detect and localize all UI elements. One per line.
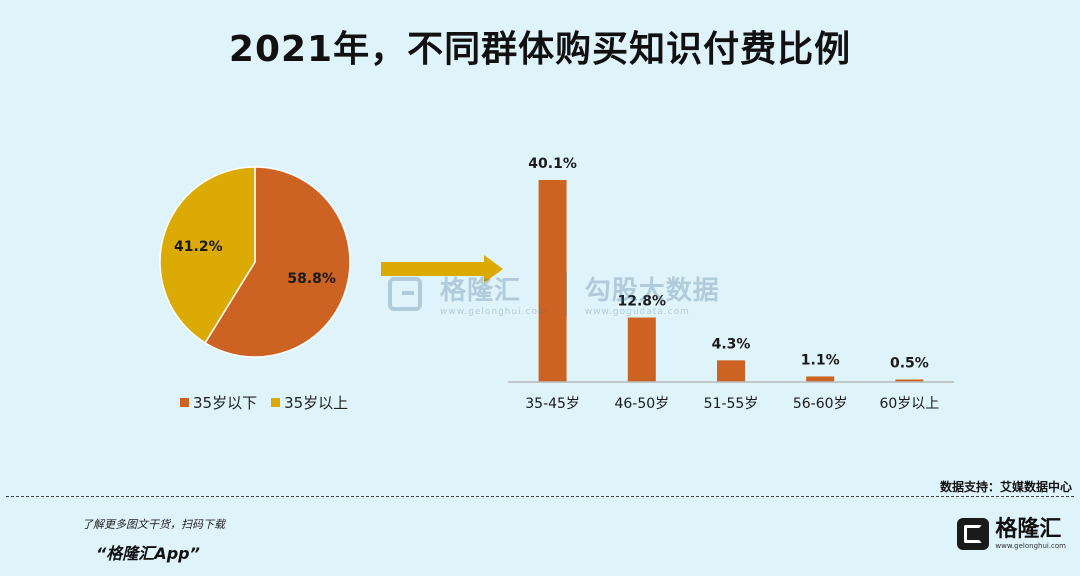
pie-slice-label: 41.2%: [174, 239, 223, 255]
legend-label-under-35: 35岁以下: [193, 394, 258, 412]
brand-logo-icon: [957, 518, 990, 550]
bar-value-label: 4.3%: [712, 336, 751, 352]
bar-value-label: 40.1%: [528, 156, 577, 172]
x-tick-label: 60岁以上: [879, 396, 939, 412]
x-tick-label: 51-55岁: [704, 396, 759, 412]
data-source: 数据支持：艾媒数据中心: [939, 480, 1072, 494]
footer-app-name: “格隆汇App”: [96, 544, 200, 563]
watermark-brand-url: www.gelonghui.com: [440, 307, 548, 317]
bar: [806, 376, 835, 382]
brand-text: 格隆汇 www.gelonghui.com: [995, 517, 1066, 551]
watermark-brand: 格隆汇 www.gelonghui.com: [440, 270, 548, 317]
chart-title: 2021年，不同群体购买知识付费比例: [228, 29, 852, 70]
legend-label-over-35: 35岁以上: [284, 394, 349, 412]
watermark-separator: [565, 271, 567, 316]
bar-value-label: 1.1%: [801, 352, 840, 368]
brand-url: www.gelonghui.com: [995, 542, 1066, 550]
watermark-partner-url: www.gogudata.com: [584, 307, 690, 317]
watermark: 格隆汇 www.gelonghui.com 勾股大数据 www.gogudata…: [388, 270, 720, 317]
bar: [895, 379, 924, 382]
watermark-logo-icon: [388, 276, 422, 311]
brand-name: 格隆汇: [995, 517, 1062, 542]
pie-chart: 58.8% 41.2%: [159, 166, 351, 358]
bar-value-label: 12.8%: [618, 294, 667, 310]
legend-item-over-35: 35岁以上: [271, 392, 348, 413]
legend-item-under-35: 35岁以下: [180, 392, 257, 413]
legend-swatch-over-35: [271, 398, 281, 407]
bar-value-label: 0.5%: [890, 355, 929, 371]
bar: [627, 317, 656, 382]
x-tick-label: 35-45岁: [525, 396, 580, 412]
bar: [717, 360, 745, 382]
footer-divider: [6, 496, 1074, 497]
watermark-partner: 勾股大数据 www.gogudata.com: [585, 270, 720, 317]
pie-slice-label: 58.8%: [287, 271, 336, 287]
watermark-brand-name: 格隆汇: [440, 276, 522, 306]
pie-slice: [204, 166, 351, 358]
legend-swatch-under-35: [180, 398, 189, 407]
x-tick-label: 56-60岁: [793, 396, 848, 412]
bar-chart: 40.1% 35-45岁 12.8% 46-50岁 4.3% 51-55岁 1.1% 56-6…: [508, 156, 954, 412]
bar: [538, 180, 567, 382]
watermark-partner-name: 勾股大数据: [584, 276, 720, 306]
pie-legend: 35岁以下 35岁以上: [180, 392, 348, 413]
footer-promo-text: 了解更多图文干货，扫码下载: [82, 518, 225, 531]
x-tick-label: 46-50岁: [614, 396, 669, 412]
arrow-icon: [381, 255, 503, 283]
pie-slice: [159, 166, 256, 344]
footer-brand: 格隆汇 www.gelonghui.com: [957, 518, 1066, 550]
